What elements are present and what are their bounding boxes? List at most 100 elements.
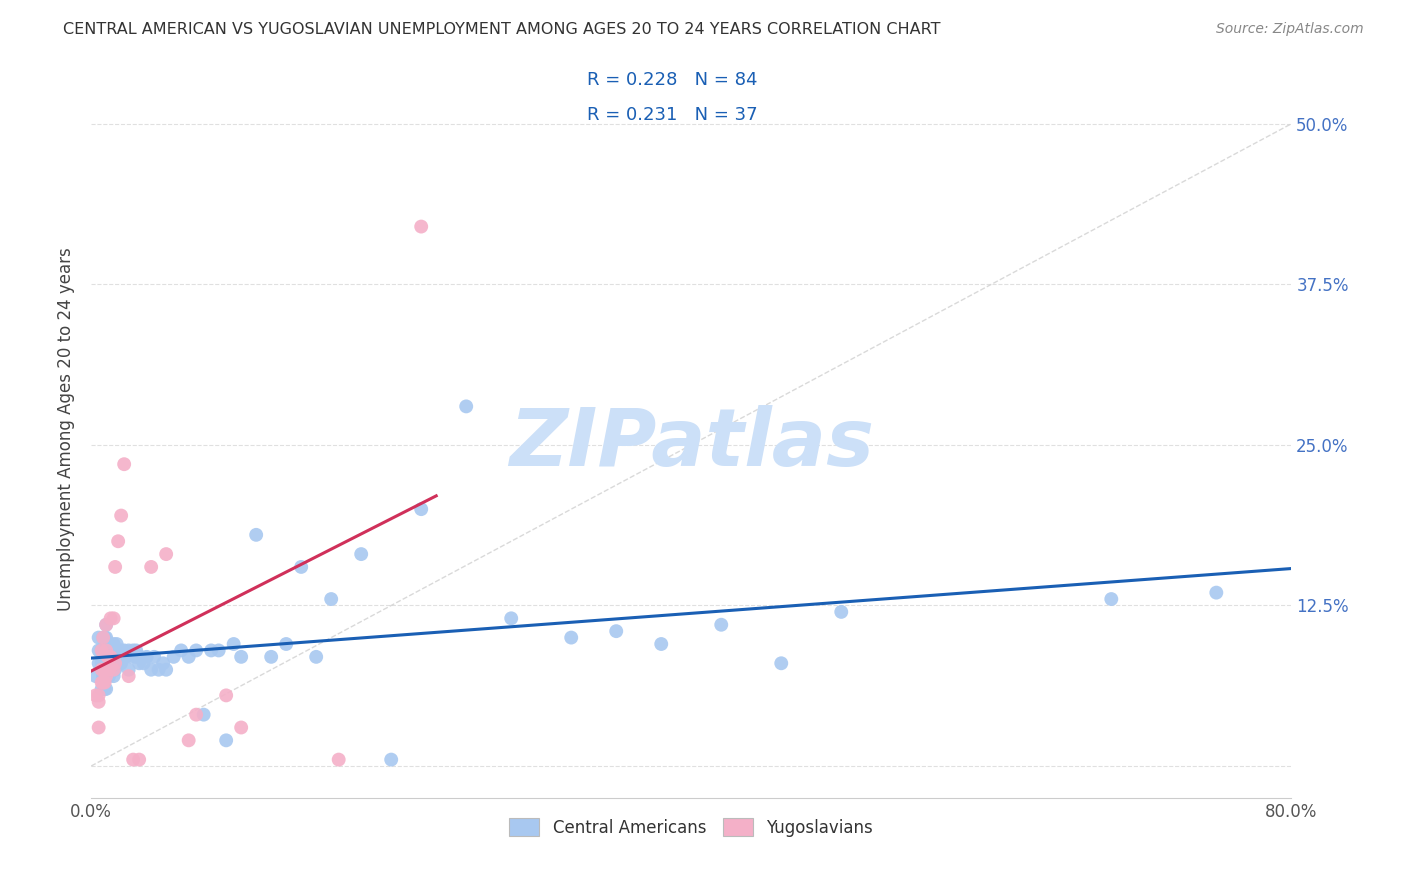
Point — [98, 663, 121, 677]
Point — [380, 753, 402, 767]
Point — [104, 560, 127, 574]
Point — [650, 637, 672, 651]
Point — [111, 649, 134, 664]
Point — [129, 649, 152, 664]
Point — [87, 695, 110, 709]
Point — [90, 675, 112, 690]
Point — [103, 663, 125, 677]
Point — [122, 643, 145, 657]
Point — [98, 669, 121, 683]
Point — [105, 637, 128, 651]
Point — [290, 560, 312, 574]
Text: R = 0.228   N = 84: R = 0.228 N = 84 — [586, 71, 758, 89]
Text: Source: ZipAtlas.com: Source: ZipAtlas.com — [1216, 22, 1364, 37]
Point — [148, 663, 170, 677]
Point — [96, 669, 118, 683]
Point — [122, 753, 145, 767]
Point — [770, 657, 793, 671]
Point — [91, 669, 114, 683]
Point — [245, 528, 267, 542]
Point — [231, 649, 253, 664]
Point — [231, 721, 253, 735]
Point — [143, 649, 166, 664]
Point — [87, 657, 110, 671]
Point — [155, 663, 177, 677]
Point — [90, 681, 112, 696]
Point — [90, 663, 112, 677]
Point — [222, 637, 245, 651]
Text: R = 0.231   N = 37: R = 0.231 N = 37 — [586, 106, 758, 124]
Text: ZIPatlas: ZIPatlas — [509, 405, 873, 483]
Point — [93, 681, 115, 696]
Point — [830, 605, 852, 619]
Point — [107, 649, 129, 664]
Point — [108, 657, 131, 671]
Point — [87, 643, 110, 657]
Point — [96, 657, 118, 671]
Point — [87, 689, 110, 703]
Point — [101, 663, 124, 677]
Point — [100, 649, 122, 664]
Point — [141, 560, 163, 574]
Point — [128, 657, 150, 671]
Point — [128, 753, 150, 767]
Point — [141, 663, 163, 677]
Point — [200, 643, 222, 657]
Point — [93, 663, 115, 677]
Point — [91, 675, 114, 690]
Point — [118, 663, 141, 677]
Point — [456, 400, 478, 414]
Point — [186, 643, 208, 657]
Point — [110, 643, 132, 657]
Point — [350, 547, 373, 561]
Point — [215, 689, 238, 703]
Point — [186, 707, 208, 722]
Point — [501, 611, 523, 625]
Point — [104, 663, 127, 677]
Point — [118, 643, 141, 657]
Point — [103, 637, 125, 651]
Point — [93, 657, 115, 671]
Point — [90, 643, 112, 657]
Legend: Central Americans, Yugoslavians: Central Americans, Yugoslavians — [501, 810, 882, 846]
Point — [170, 643, 193, 657]
Point — [96, 617, 118, 632]
Point — [100, 643, 122, 657]
Point — [125, 649, 148, 664]
Point — [93, 675, 115, 690]
Point — [100, 611, 122, 625]
Point — [177, 649, 200, 664]
Point — [107, 534, 129, 549]
Point — [163, 649, 186, 664]
Point — [112, 643, 135, 657]
Point — [98, 637, 121, 651]
Point — [710, 617, 733, 632]
Point — [84, 669, 107, 683]
Point — [105, 657, 128, 671]
Point — [87, 721, 110, 735]
Point — [90, 657, 112, 671]
Point — [96, 643, 118, 657]
Point — [328, 753, 350, 767]
Point — [114, 649, 136, 664]
Point — [305, 649, 328, 664]
Point — [91, 631, 114, 645]
Point — [104, 643, 127, 657]
Point — [135, 649, 157, 664]
Point — [215, 733, 238, 747]
Point — [103, 611, 125, 625]
Point — [132, 657, 155, 671]
Point — [560, 631, 582, 645]
Point — [96, 643, 118, 657]
Point — [96, 669, 118, 683]
Point — [97, 663, 120, 677]
Point — [193, 707, 215, 722]
Y-axis label: Unemployment Among Ages 20 to 24 years: Unemployment Among Ages 20 to 24 years — [58, 247, 75, 611]
Point — [93, 631, 115, 645]
Point — [91, 631, 114, 645]
Point — [321, 592, 343, 607]
Point — [101, 643, 124, 657]
Point — [118, 669, 141, 683]
Point — [411, 502, 433, 516]
Point — [87, 631, 110, 645]
